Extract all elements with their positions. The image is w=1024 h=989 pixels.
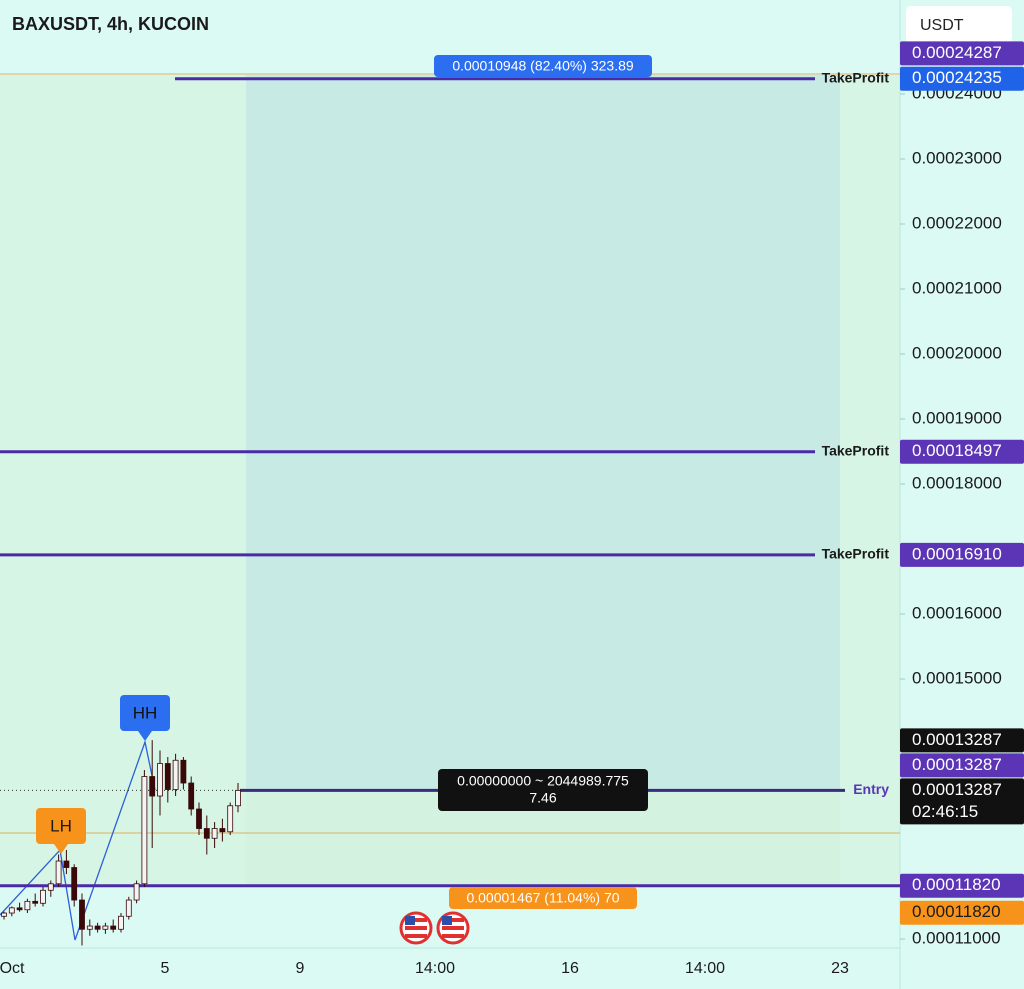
- price-tag-label: 0.00013287: [912, 780, 1002, 799]
- y-tick-label: 0.00019000: [912, 408, 1002, 427]
- candle-body: [24, 900, 31, 911]
- marker-box: [36, 808, 86, 844]
- stop-label: 0.00001467 (11.04%) 70: [466, 890, 619, 906]
- candle-body: [188, 782, 195, 810]
- x-tick-label: 23: [831, 960, 849, 977]
- level-label: TakeProfit: [822, 69, 890, 85]
- candle-body: [118, 915, 124, 930]
- candle-body: [157, 763, 163, 797]
- position-label: 7.46: [529, 790, 556, 806]
- candle-body: [79, 899, 85, 930]
- candle-body: [219, 828, 226, 833]
- price-tag: [900, 728, 1024, 753]
- profit-label-box: [434, 55, 652, 77]
- candle-body: [40, 889, 46, 904]
- price-tag-label: 0.00011820: [912, 902, 1001, 921]
- price-tag: [900, 753, 1024, 778]
- level-label: Entry: [853, 781, 889, 797]
- candle-body: [141, 776, 148, 885]
- candle-body: [1, 912, 7, 917]
- marker-label: HH: [133, 703, 158, 722]
- price-tag: [900, 542, 1024, 567]
- flags: [399, 911, 470, 945]
- position-label-box: [438, 769, 648, 811]
- candle-body: [149, 776, 156, 797]
- candle-body: [125, 899, 132, 917]
- candle-body: [180, 759, 187, 784]
- price-tag-label: 0.00013287: [912, 730, 1002, 749]
- candle-body: [16, 907, 23, 911]
- candle-body: [172, 759, 179, 790]
- price-tag: [900, 778, 1024, 825]
- marker-pointer: [54, 844, 68, 854]
- price-tag-label: 0.00018497: [912, 441, 1002, 460]
- chart-title: BAXUSDT, 4h, KUCOIN: [12, 14, 209, 34]
- candle-body: [32, 900, 39, 904]
- x-tick-label: 14:00: [415, 960, 455, 977]
- level-label: TakeProfit: [822, 546, 890, 562]
- x-tick-label: 5: [161, 960, 170, 977]
- marker-label: LH: [50, 816, 72, 835]
- candle-body: [196, 808, 202, 829]
- x-tick-label: Oct: [0, 960, 25, 977]
- price-tag: [900, 439, 1024, 464]
- candle-body: [86, 925, 93, 930]
- price-tag-label: 0.00024287: [912, 43, 1002, 62]
- x-tick-label: 9: [296, 960, 305, 977]
- price-tag-label: 0.00024235: [912, 68, 1002, 87]
- candle-body: [235, 789, 241, 807]
- price-tag-label: 0.00013287: [912, 755, 1002, 774]
- position-label: 0.00000000 ~ 2044989.775: [457, 773, 629, 789]
- zigzag: [0, 739, 156, 941]
- y-tick-label: 0.00015000: [912, 669, 1002, 688]
- candle-body: [110, 925, 117, 930]
- candle-body: [63, 860, 70, 868]
- y-tick-label: 0.00011000: [912, 929, 1001, 948]
- price-tag: [900, 66, 1024, 91]
- candle-body: [55, 860, 62, 885]
- y-tick-label: 0.00023000: [912, 148, 1002, 167]
- price-tag-label: 0.00016910: [912, 544, 1002, 563]
- candle-body: [133, 883, 140, 901]
- left-zone: [0, 75, 246, 885]
- y-tick-label: 0.00022000: [912, 213, 1002, 232]
- currency-label[interactable]: USDT: [920, 17, 964, 34]
- price-tag: [900, 900, 1024, 925]
- right-zone: [840, 75, 900, 885]
- price-tag: [900, 873, 1024, 898]
- candle-body: [102, 925, 109, 930]
- candle-body: [8, 907, 15, 914]
- marker-box: [120, 695, 170, 731]
- candle-body: [94, 925, 101, 930]
- stop-label-box: [449, 887, 637, 909]
- candle-body: [71, 867, 78, 901]
- y-tick-label: 0.00021000: [912, 278, 1002, 297]
- candle-body: [203, 828, 210, 839]
- y-tick-label: 0.00016000: [912, 604, 1002, 623]
- countdown: 02:46:15: [912, 802, 978, 821]
- x-tick-label: 16: [561, 960, 579, 977]
- candle-body: [211, 828, 218, 839]
- currency-button[interactable]: [906, 6, 1012, 44]
- candle-body: [227, 805, 234, 833]
- profit-label: 0.00010948 (82.40%) 323.89: [452, 58, 634, 74]
- price-tag-label: 0.00011820: [912, 875, 1001, 894]
- y-tick-label: 0.00018000: [912, 473, 1002, 492]
- x-tick-label: 14:00: [685, 960, 725, 977]
- price-tag: [900, 41, 1024, 66]
- profit-zone: [246, 75, 840, 790]
- marker-pointer: [138, 731, 152, 741]
- level-label: TakeProfit: [822, 442, 890, 458]
- candle-body: [164, 763, 171, 790]
- y-tick-label: 0.00020000: [912, 343, 1002, 362]
- candle-body: [47, 883, 54, 891]
